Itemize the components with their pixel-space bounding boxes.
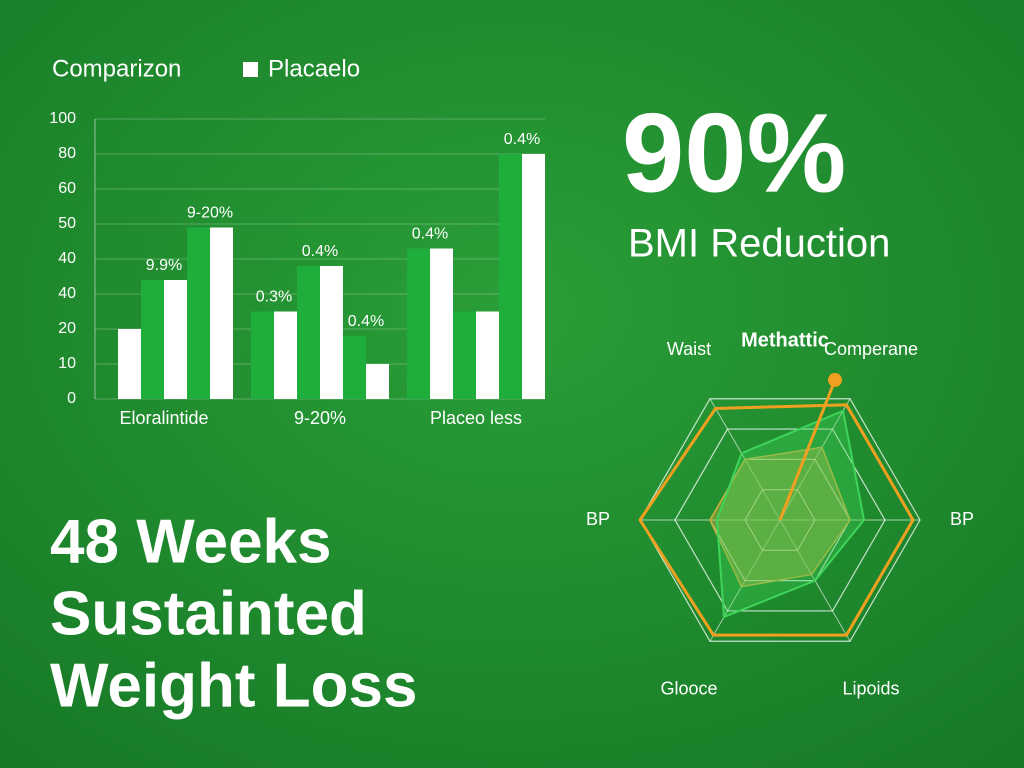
bar-annotation: 9.9% xyxy=(146,257,182,274)
headline-value: 90% xyxy=(622,91,846,216)
bar xyxy=(251,311,274,399)
y-tick-label: 100 xyxy=(49,110,76,127)
radar-pointer xyxy=(778,379,837,521)
bar xyxy=(499,154,522,399)
bar-annotation: 0.3% xyxy=(256,289,292,306)
radar-title: Methattic xyxy=(741,329,829,351)
bar xyxy=(453,311,476,399)
y-tick-label: 0 xyxy=(67,390,76,407)
headline-label: BMI Reduction xyxy=(628,222,890,266)
bar xyxy=(297,266,320,399)
y-tick-label: 60 xyxy=(58,180,76,197)
y-tick-label: 20 xyxy=(58,320,76,337)
y-tick-label: 10 xyxy=(58,355,76,372)
bar xyxy=(343,336,366,399)
bar xyxy=(164,280,187,399)
tagline-line: Sustainted xyxy=(50,579,367,648)
y-tick-label: 40 xyxy=(58,250,76,267)
radar-axis-label: BP xyxy=(950,509,974,529)
radar-series xyxy=(716,409,865,618)
radar-axis-label: Lipoids xyxy=(842,678,899,698)
x-tick-label: Eloralintide xyxy=(119,408,208,428)
bar xyxy=(274,311,297,399)
radar-axis-label: Glooce xyxy=(660,678,717,698)
bar-annotation: 0.4% xyxy=(348,313,384,330)
y-tick-label: 80 xyxy=(58,145,76,162)
chart-title: Comparizon xyxy=(52,55,181,82)
bar xyxy=(366,364,389,399)
bar-annotation: 0.4% xyxy=(412,226,448,243)
bar xyxy=(522,154,545,399)
bar-annotation: 0.4% xyxy=(504,131,540,148)
x-tick-label: Placeo less xyxy=(430,408,522,428)
y-tick-label: 40 xyxy=(58,285,76,302)
radar-axis-label: BP xyxy=(586,509,610,529)
radar-axis-label: Waist xyxy=(667,339,711,359)
bar-annotation: 0.4% xyxy=(302,243,338,260)
bar xyxy=(430,248,453,399)
x-tick-label: 9-20% xyxy=(294,408,346,428)
radar-spoke xyxy=(779,398,851,521)
bar xyxy=(476,311,499,399)
radar-spoke xyxy=(709,519,781,642)
bar xyxy=(210,227,233,399)
bar xyxy=(118,329,141,399)
bar xyxy=(141,280,164,399)
tagline-line: 48 Weeks xyxy=(50,507,332,576)
legend-swatch xyxy=(243,62,258,77)
radar-axis-label: Comperane xyxy=(824,339,918,359)
bar xyxy=(407,248,430,399)
bar xyxy=(320,266,343,399)
tagline-line: Weight Loss xyxy=(50,651,417,720)
legend-label: Placaelo xyxy=(268,55,360,82)
y-tick-label: 50 xyxy=(58,215,76,232)
radar-pointer-dot xyxy=(828,373,842,387)
bar-annotation: 9-20% xyxy=(187,205,233,222)
radar-series xyxy=(638,403,915,637)
bar xyxy=(187,227,210,399)
